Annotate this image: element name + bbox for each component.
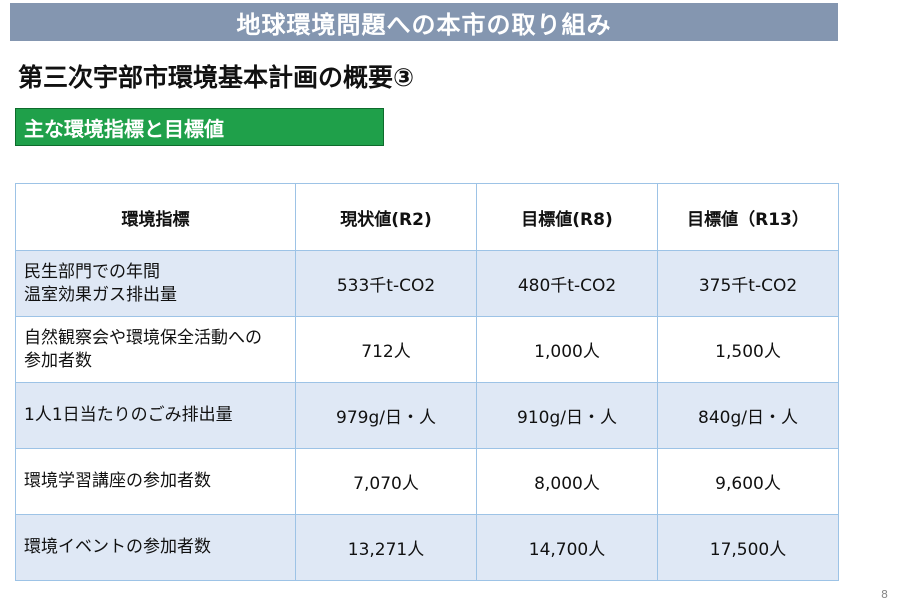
slide-banner: 地球環境問題への本市の取り組み [10,3,838,41]
header-indicator: 環境指標 [15,183,296,251]
header-target-r8: 目標値(R8) [476,183,658,251]
page-title: 第三次宇部市環境基本計画の概要③ [18,63,415,92]
target-r13-value: 9,600人 [657,448,839,515]
current-value: 13,271人 [295,514,477,581]
table-row: 自然観察会や環境保全活動への 参加者数 712人 1,000人 1,500人 [15,316,839,383]
current-value: 7,070人 [295,448,477,515]
table-row: 環境イベントの参加者数 13,271人 14,700人 17,500人 [15,514,839,581]
page-number: 8 [881,588,888,601]
current-value: 979g/日・人 [295,382,477,449]
banner-title: 地球環境問題への本市の取り組み [236,10,612,39]
header-target-r13: 目標値（R13） [657,183,839,251]
table-header-row: 環境指標 現状値(R2) 目標値(R8) 目標値（R13） [15,183,839,251]
target-r8-value: 1,000人 [476,316,658,383]
indicator-label: 1人1日当たりのごみ排出量 [15,382,296,449]
target-r8-value: 14,700人 [476,514,658,581]
table-row: 1人1日当たりのごみ排出量 979g/日・人 910g/日・人 840g/日・人 [15,382,839,449]
indicator-table: 環境指標 現状値(R2) 目標値(R8) 目標値（R13） 民生部門での年間 温… [15,183,839,581]
indicator-label: 環境イベントの参加者数 [15,514,296,581]
section-badge-label: 主な環境指標と目標値 [24,116,224,141]
target-r13-value: 17,500人 [657,514,839,581]
target-r13-value: 840g/日・人 [657,382,839,449]
table-row: 民生部門での年間 温室効果ガス排出量 533千t-CO2 480千t-CO2 3… [15,250,839,317]
section-badge: 主な環境指標と目標値 [15,108,384,146]
target-r8-value: 910g/日・人 [476,382,658,449]
target-r13-value: 375千t-CO2 [657,250,839,317]
target-r8-value: 480千t-CO2 [476,250,658,317]
target-r13-value: 1,500人 [657,316,839,383]
indicator-label: 環境学習講座の参加者数 [15,448,296,515]
table-row: 環境学習講座の参加者数 7,070人 8,000人 9,600人 [15,448,839,515]
current-value: 533千t-CO2 [295,250,477,317]
indicator-label: 自然観察会や環境保全活動への 参加者数 [15,316,296,383]
indicator-label: 民生部門での年間 温室効果ガス排出量 [15,250,296,317]
current-value: 712人 [295,316,477,383]
target-r8-value: 8,000人 [476,448,658,515]
header-current-r2: 現状値(R2) [295,183,477,251]
